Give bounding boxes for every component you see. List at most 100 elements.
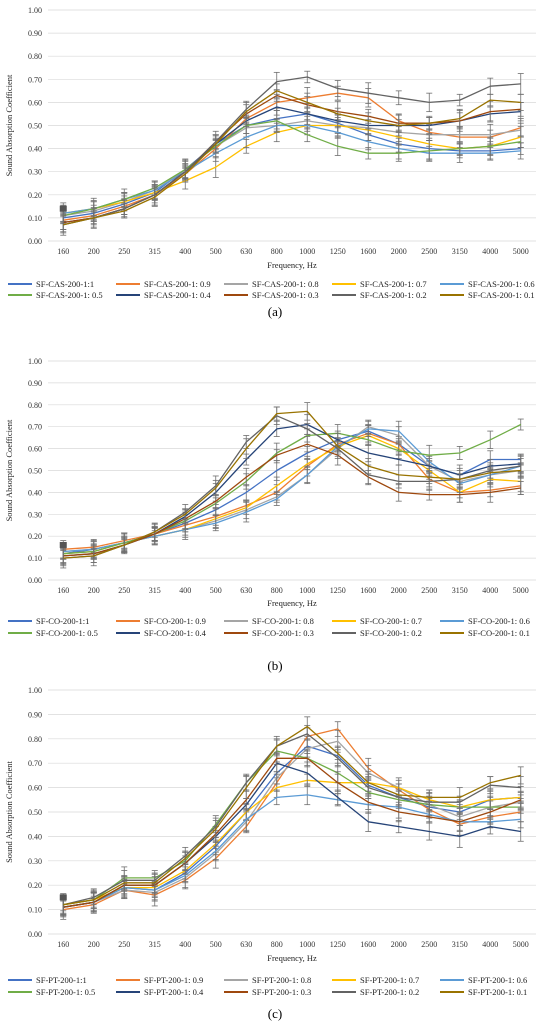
legend-item-b-6: SF-CO-200-1: 0.4 [116,628,207,638]
series-line-c-7 [63,757,522,908]
x-axis-title-b: Frequency, Hz [267,598,317,608]
legend-label-b-4: SF-CO-200-1: 0.6 [468,616,530,626]
legend-label-c-4: SF-PT-200-1: 0.6 [468,975,527,985]
x-tick-label-b-9: 1250 [330,586,346,595]
x-tick-label-c-11: 2000 [391,940,407,949]
x-tick-label-a-7: 800 [271,247,283,256]
legend-item-a-9: SF-CAS-200-1: 0.1 [440,290,535,300]
legend-label-c-5: SF-PT-200-1: 0.5 [36,987,95,997]
y-tick-label-a-4: 0.40 [28,145,42,154]
x-tick-label-a-1: 200 [88,247,100,256]
series-b-9 [60,402,524,567]
y-tick-label-a-5: 0.50 [28,122,42,131]
chart-a-svg: 0.00 0.10 0.20 0.30 0.40 0.50 0.60 0.70 0.80 0.90… [4,6,536,300]
series-line-b-9 [63,410,521,559]
panel-label-c: (c) [267,1006,283,1021]
legend-item-a-4: SF-CAS-200-1: 0.6 [440,279,535,289]
series-c-3 [60,771,524,917]
x-tick-label-a-12: 2500 [421,247,437,256]
y-axis-title-b: Sound Absorption Coefficient [4,419,14,521]
series-line-a-8 [63,76,521,226]
y-tick-label-b-9: 0.90 [28,379,42,388]
x-tick-label-c-13: 3150 [452,940,468,949]
x-tick-label-a-6: 630 [240,247,252,256]
x-tick-label-c-3: 315 [149,940,161,949]
y-tick-label-c-5: 0.50 [28,808,42,817]
x-tick-label-a-14: 4000 [482,247,498,256]
series-c-9 [60,716,524,914]
x-tick-label-a-2: 250 [118,247,130,256]
y-tick-label-b-0: 0.00 [28,576,42,585]
legend-label-c-1: SF-PT-200-1: 0.9 [144,975,203,985]
y-tick-label-b-5: 0.50 [28,467,42,476]
legend-item-b-5: SF-CO-200-1: 0.5 [8,628,98,638]
legend-item-b-8: SF-CO-200-1: 0.2 [332,628,422,638]
x-tick-label-b-14: 4000 [482,586,498,595]
y-tick-label-a-2: 0.20 [28,191,42,200]
legend-label-c-2: SF-PT-200-1: 0.8 [252,975,311,985]
chart-panel-b: 0.00 0.10 0.20 0.30 0.40 0.50 0.60 0.70 0.80 0.90… [0,338,550,676]
series-c-6 [60,754,524,918]
legend-label-b-6: SF-CO-200-1: 0.4 [144,628,207,638]
y-tick-label-b-2: 0.20 [28,532,42,541]
legend-label-c-3: SF-PT-200-1: 0.7 [360,975,419,985]
x-tick-label-c-6: 630 [240,940,252,949]
legend-label-a-0: SF-CAS-200-1:1 [36,279,94,289]
legend-item-b-4: SF-CO-200-1: 0.6 [440,616,530,626]
x-tick-label-a-8: 1000 [299,247,315,256]
y-tick-label-c-8: 0.80 [28,735,42,744]
x-tick-label-a-0: 160 [57,247,69,256]
x-tick-label-a-11: 2000 [391,247,407,256]
legend-label-b-0: SF-CO-200-1:1 [36,616,89,626]
series-line-c-3 [63,779,521,906]
legend-item-a-8: SF-CAS-200-1: 0.2 [332,290,427,300]
x-tick-label-a-13: 3150 [452,247,468,256]
x-tick-label-a-3: 315 [149,247,161,256]
legend-label-a-6: SF-CAS-200-1: 0.4 [144,290,211,300]
y-tick-label-b-4: 0.40 [28,488,42,497]
x-tick-label-c-4: 400 [179,940,191,949]
series-line-b-7 [63,443,521,557]
legend-item-c-2: SF-PT-200-1: 0.8 [224,975,311,985]
x-tick-label-c-14: 4000 [482,940,498,949]
x-tick-label-b-0: 160 [57,586,69,595]
legend-label-a-7: SF-CAS-200-1: 0.3 [252,290,319,300]
legend-label-b-7: SF-CO-200-1: 0.3 [252,628,314,638]
legend-label-a-3: SF-CAS-200-1: 0.7 [360,279,427,289]
x-tick-label-a-10: 1600 [360,247,376,256]
x-tick-label-a-4: 400 [179,247,191,256]
legend-label-a-9: SF-CAS-200-1: 0.1 [468,290,535,300]
x-tick-label-c-8: 1000 [299,940,315,949]
panel-label-b: (b) [267,658,283,673]
x-tick-label-b-13: 3150 [452,586,468,595]
series-line-a-3 [63,124,521,214]
legend-label-a-8: SF-CAS-200-1: 0.2 [360,290,427,300]
x-tick-label-b-1: 200 [88,586,100,595]
legend-item-a-3: SF-CAS-200-1: 0.7 [332,279,427,289]
x-tick-label-b-7: 800 [271,586,283,595]
legend-label-a-1: SF-CAS-200-1: 0.9 [144,279,211,289]
x-tick-label-c-9: 1250 [330,940,346,949]
legend-item-c-5: SF-PT-200-1: 0.5 [8,987,95,997]
legend-label-b-9: SF-CO-200-1: 0.1 [468,628,530,638]
x-tick-label-a-9: 1250 [330,247,346,256]
y-tick-label-c-0: 0.00 [28,930,42,939]
x-tick-label-b-5: 500 [210,586,222,595]
y-tick-label-b-10: 1.00 [28,357,42,366]
series-c-4 [60,784,524,917]
y-tick-label-c-2: 0.20 [28,881,42,890]
legend-item-b-7: SF-CO-200-1: 0.3 [224,628,314,638]
chart-panel-c: 0.00 0.10 0.20 0.30 0.40 0.50 0.60 0.70 0.80 0.90… [0,676,550,1026]
chart-b-svg: 0.00 0.10 0.20 0.30 0.40 0.50 0.60 0.70 0.80 0.90… [4,357,536,638]
series-a-3 [60,117,524,225]
y-tick-label-a-3: 0.30 [28,168,42,177]
series-c-7 [60,749,524,915]
legend-item-b-1: SF-CO-200-1: 0.9 [116,616,206,626]
y-tick-label-a-1: 0.10 [28,214,42,223]
x-tick-label-b-8: 1000 [299,586,315,595]
legend-item-b-0: SF-CO-200-1:1 [8,616,89,626]
legend-label-b-1: SF-CO-200-1: 0.9 [144,616,206,626]
x-tick-label-c-0: 160 [57,940,69,949]
series-line-c-2 [63,740,521,908]
legend-label-b-2: SF-CO-200-1: 0.8 [252,616,314,626]
